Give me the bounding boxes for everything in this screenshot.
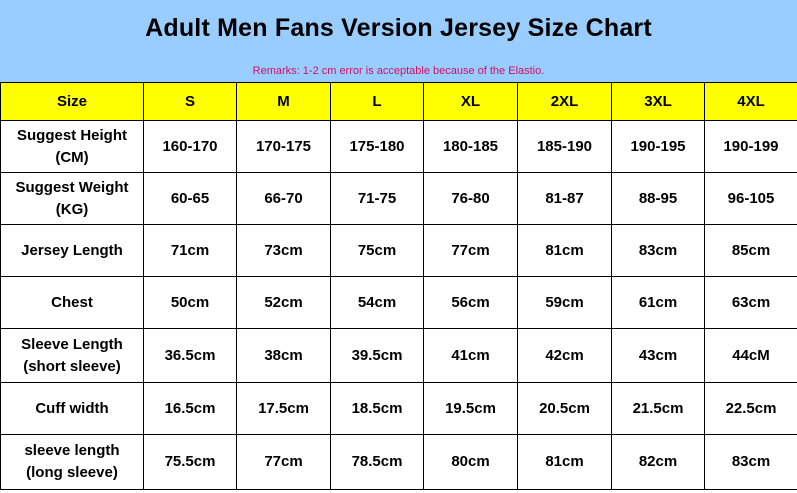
- table-row: Suggest Weight (KG) 60-65 66-70 71-75 76…: [0, 172, 797, 225]
- table-cell: 85cm: [704, 224, 797, 277]
- table-cell: 185-190: [517, 120, 612, 173]
- table-cell: 71-75: [330, 172, 424, 225]
- table-cell: 73cm: [236, 224, 331, 277]
- table-cell: 81cm: [517, 434, 612, 490]
- table-cell: 160-170: [143, 120, 237, 173]
- table-cell: 88-95: [611, 172, 705, 225]
- table-cell: 78.5cm: [330, 434, 424, 490]
- table-cell: 36.5cm: [143, 328, 237, 383]
- row-label-line1: Sleeve Length: [21, 335, 123, 353]
- row-label: Cuff width: [0, 382, 144, 435]
- chart-title: Adult Men Fans Version Jersey Size Chart: [145, 14, 652, 42]
- table-cell: 41cm: [423, 328, 518, 383]
- table-row: sleeve length (long sleeve) 75.5cm 77cm …: [0, 434, 797, 490]
- table-cell: 19.5cm: [423, 382, 518, 435]
- size-header-label: Size: [0, 82, 144, 121]
- table-cell: 190-199: [704, 120, 797, 173]
- size-header-xl: XL: [423, 82, 518, 121]
- size-header-2xl: 2XL: [517, 82, 612, 121]
- table-cell: 81cm: [517, 224, 612, 277]
- table-cell: 83cm: [611, 224, 705, 277]
- table-cell: 82cm: [611, 434, 705, 490]
- table-cell: 50cm: [143, 276, 237, 329]
- table-row: Jersey Length 71cm 73cm 75cm 77cm 81cm 8…: [0, 224, 797, 277]
- table-cell: 42cm: [517, 328, 612, 383]
- table-cell: 17.5cm: [236, 382, 331, 435]
- row-label-line2: (short sleeve): [23, 357, 121, 375]
- size-header-3xl: 3XL: [611, 82, 705, 121]
- row-label: Suggest Weight (KG): [0, 172, 144, 225]
- remark-text: Remarks: 1-2 cm error is acceptable beca…: [252, 65, 545, 77]
- size-header-row: Size S M L XL 2XL 3XL 4XL: [0, 82, 797, 121]
- table-cell: 43cm: [611, 328, 705, 383]
- size-header-s: S: [143, 82, 237, 121]
- table-cell: 76-80: [423, 172, 518, 225]
- table-cell: 170-175: [236, 120, 331, 173]
- row-label-line2: (long sleeve): [26, 464, 118, 481]
- table-cell: 77cm: [236, 434, 331, 490]
- size-header-4xl: 4XL: [704, 82, 797, 121]
- table-cell: 81-87: [517, 172, 612, 225]
- table-cell: 56cm: [423, 276, 518, 329]
- table-cell: 75.5cm: [143, 434, 237, 490]
- table-cell: 175-180: [330, 120, 424, 173]
- table-cell: 60-65: [143, 172, 237, 225]
- table-cell: 77cm: [423, 224, 518, 277]
- row-label: sleeve length (long sleeve): [0, 434, 144, 490]
- table-cell: 54cm: [330, 276, 424, 329]
- row-label-line1: sleeve length: [24, 442, 120, 459]
- row-label: Jersey Length: [0, 224, 144, 277]
- table-cell: 16.5cm: [143, 382, 237, 435]
- table-row: Chest 50cm 52cm 54cm 56cm 59cm 61cm 63cm: [0, 276, 797, 329]
- table-cell: 52cm: [236, 276, 331, 329]
- table-row: Suggest Height (CM) 160-170 170-175 175-…: [0, 120, 797, 173]
- row-label: Suggest Height (CM): [0, 120, 144, 173]
- table-cell: 83cm: [704, 434, 797, 490]
- table-cell: 44cM: [704, 328, 797, 383]
- size-table: Size S M L XL 2XL 3XL 4XL Suggest Height…: [0, 82, 797, 490]
- table-cell: 20.5cm: [517, 382, 612, 435]
- table-cell: 190-195: [611, 120, 705, 173]
- table-cell: 39.5cm: [330, 328, 424, 383]
- row-label: Chest: [0, 276, 144, 329]
- table-cell: 71cm: [143, 224, 237, 277]
- row-label-line1: Suggest Weight: [15, 178, 129, 196]
- table-cell: 96-105: [704, 172, 797, 225]
- size-header-m: M: [236, 82, 331, 121]
- row-label-line1: Suggest Height: [16, 126, 127, 144]
- row-label-line2: (CM): [55, 148, 89, 166]
- row-label: Sleeve Length (short sleeve): [0, 328, 144, 383]
- table-cell: 18.5cm: [330, 382, 424, 435]
- table-cell: 180-185: [423, 120, 518, 173]
- table-cell: 22.5cm: [704, 382, 797, 435]
- row-label-line2: (KG): [55, 200, 89, 218]
- table-row: Sleeve Length (short sleeve) 36.5cm 38cm…: [0, 328, 797, 383]
- table-cell: 75cm: [330, 224, 424, 277]
- size-header-l: L: [330, 82, 424, 121]
- table-cell: 21.5cm: [611, 382, 705, 435]
- table-cell: 38cm: [236, 328, 331, 383]
- table-cell: 59cm: [517, 276, 612, 329]
- table-cell: 61cm: [611, 276, 705, 329]
- table-cell: 66-70: [236, 172, 331, 225]
- table-row: Cuff width 16.5cm 17.5cm 18.5cm 19.5cm 2…: [0, 382, 797, 435]
- table-cell: 63cm: [704, 276, 797, 329]
- chart-header: Adult Men Fans Version Jersey Size Chart…: [0, 0, 797, 82]
- table-cell: 80cm: [423, 434, 518, 490]
